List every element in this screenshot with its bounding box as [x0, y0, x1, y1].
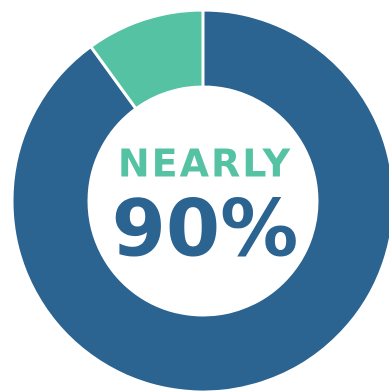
center-annotation: NEARLY	[118, 142, 292, 186]
slice	[89, 8, 205, 111]
slice	[10, 8, 389, 391]
center-value-label: 90%	[112, 184, 299, 274]
slices	[10, 8, 389, 391]
